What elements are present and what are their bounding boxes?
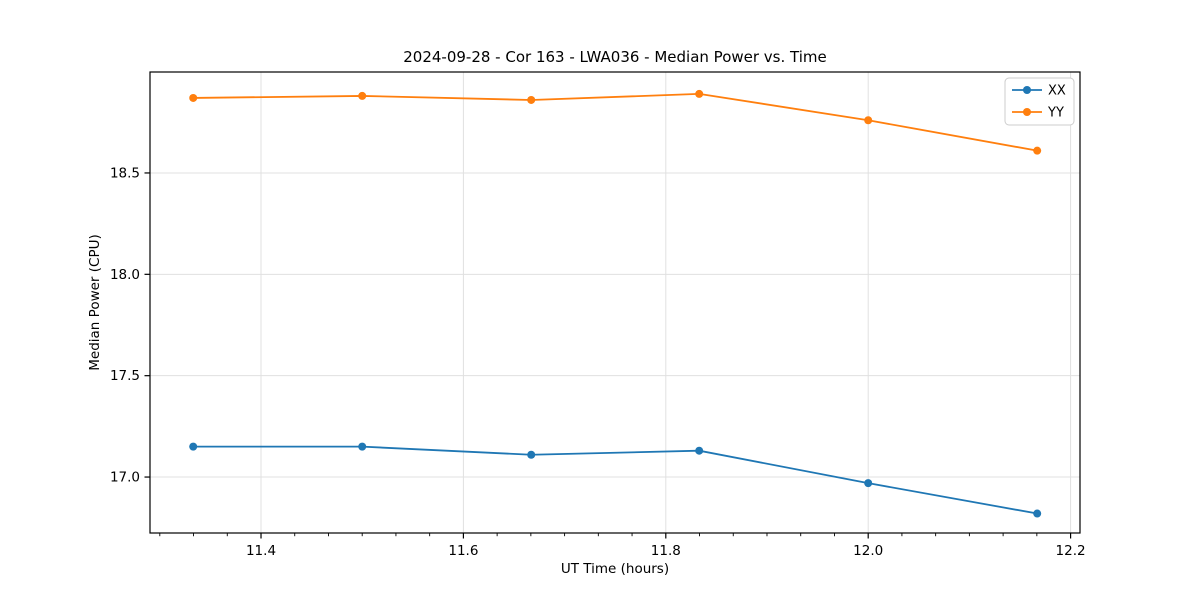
data-point-xx: [527, 450, 536, 459]
x-tick-label: 11.8: [651, 543, 681, 559]
series-line-xx: [193, 445, 1038, 515]
x-tick-label: 11.6: [448, 543, 478, 559]
y-tick-label: 18.0: [110, 267, 140, 283]
chart-title: 2024-09-28 - Cor 163 - LWA036 - Median P…: [403, 48, 827, 66]
legend-marker-xx: [1023, 86, 1031, 94]
y-tick-label: 17.5: [110, 368, 140, 384]
data-point-yy: [695, 89, 704, 98]
series-layer: [189, 89, 1042, 518]
data-point-xx: [189, 442, 198, 451]
x-tick-label: 12.2: [1056, 543, 1086, 559]
x-tick-label: 11.4: [246, 543, 276, 559]
series-line-yy: [193, 92, 1038, 152]
legend-label-yy: YY: [1047, 106, 1064, 121]
y-tick-label: 18.5: [110, 165, 140, 181]
plot-border: [149, 71, 1081, 534]
data-point-yy: [1033, 146, 1042, 155]
data-point-xx: [1033, 509, 1042, 518]
data-point-yy: [864, 116, 873, 125]
ticks-layer: 11.4 11.6 11.8 12.0 12.2 17.0 17.5 18.0 18.5: [110, 165, 1086, 559]
legend-marker-yy: [1023, 108, 1031, 116]
legend-label-xx: XX: [1048, 84, 1066, 99]
data-point-yy: [189, 93, 198, 102]
data-point-yy: [358, 91, 367, 100]
y-tick-label: 17.0: [110, 470, 140, 486]
data-point-xx: [864, 479, 873, 488]
grid-layer: [150, 72, 1080, 533]
legend: XX YY: [1004, 77, 1075, 126]
x-tick-label: 12.0: [853, 543, 883, 559]
data-point-xx: [695, 446, 704, 455]
x-axis-label: UT Time (hours): [561, 561, 669, 577]
data-point-xx: [358, 442, 367, 451]
data-point-yy: [527, 95, 536, 104]
y-axis-label: Median Power (CPU): [87, 234, 103, 370]
